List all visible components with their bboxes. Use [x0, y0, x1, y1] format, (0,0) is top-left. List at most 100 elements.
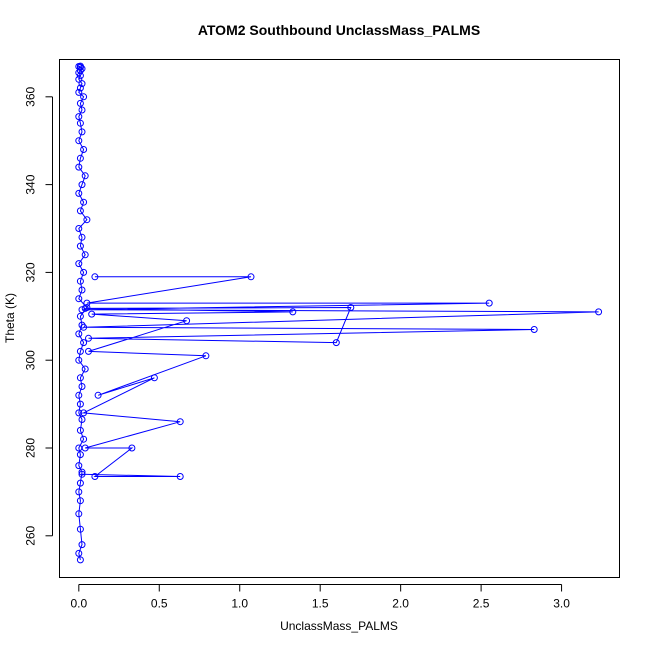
- data-point: [75, 356, 83, 364]
- data-point: [75, 75, 83, 83]
- x-tick-label: 2.5: [473, 597, 490, 611]
- data-point: [76, 497, 84, 505]
- data-point: [76, 242, 84, 250]
- data-point: [76, 207, 84, 215]
- x-tick-label: 1.0: [231, 597, 248, 611]
- data-point: [85, 334, 92, 342]
- data-point: [76, 277, 84, 285]
- data-point: [78, 233, 86, 241]
- data-point: [78, 181, 86, 189]
- data-point: [150, 374, 158, 382]
- data-point: [76, 479, 84, 487]
- chart-title: ATOM2 Southbound UnclassMass_PALMS: [198, 22, 480, 38]
- data-point: [485, 299, 493, 307]
- data-point: [75, 88, 83, 96]
- data-point: [75, 189, 83, 197]
- data-point: [247, 273, 255, 281]
- data-point: [80, 268, 88, 276]
- data-point: [183, 317, 191, 325]
- data-point: [78, 416, 86, 423]
- x-tick-label: 1.5: [312, 597, 329, 611]
- data-point: [78, 321, 86, 329]
- data-point: [75, 225, 83, 232]
- data-point: [80, 198, 88, 206]
- y-tick-label: 340: [24, 174, 38, 194]
- data-point: [75, 510, 83, 518]
- y-axis-label: Theta (K): [3, 293, 17, 343]
- data-point: [80, 146, 88, 153]
- data-point: [81, 304, 89, 312]
- data-point: [80, 93, 88, 101]
- data-point: [202, 352, 210, 360]
- data-point: [76, 347, 84, 355]
- x-tick-label: 3.0: [553, 597, 570, 611]
- data-point: [75, 260, 83, 268]
- series-line: [81, 276, 599, 477]
- data-point: [88, 310, 96, 318]
- data-point: [75, 330, 83, 338]
- data-point: [75, 462, 83, 470]
- data-point: [81, 444, 89, 452]
- data-point: [83, 216, 91, 224]
- data-point: [91, 473, 99, 480]
- data-point: [75, 137, 83, 145]
- data-point: [75, 163, 83, 171]
- data-point: [80, 435, 88, 443]
- data-point: [85, 347, 92, 355]
- data-point: [76, 426, 84, 434]
- data-point: [76, 312, 84, 320]
- series-layer: [75, 62, 603, 564]
- data-point: [75, 409, 83, 417]
- data-point: [76, 119, 84, 127]
- data-point: [76, 67, 84, 74]
- data-point: [81, 172, 89, 180]
- data-point: [75, 549, 83, 557]
- data-point: [347, 304, 355, 311]
- data-point: [91, 273, 99, 281]
- y-tick-label: 280: [24, 438, 38, 458]
- data-point: [128, 444, 136, 452]
- data-point: [595, 308, 603, 316]
- data-point: [76, 374, 84, 382]
- data-point: [80, 339, 88, 347]
- data-point: [78, 541, 86, 549]
- y-tick-label: 320: [24, 262, 38, 282]
- data-point: [75, 488, 83, 496]
- y-axis: 260 280 300 320 340 360: [24, 86, 53, 546]
- data-point: [78, 470, 86, 478]
- y-tick-label: 360: [24, 86, 38, 106]
- data-point: [94, 391, 102, 399]
- data-point: [75, 295, 83, 303]
- data-point: [78, 106, 86, 114]
- data-point: [81, 251, 89, 259]
- data-point: [530, 326, 538, 333]
- y-tick-label: 300: [24, 350, 38, 370]
- plot-area-frame: [59, 59, 620, 578]
- data-point: [76, 99, 84, 107]
- data-point: [76, 62, 84, 70]
- x-axis: 0.0 0.5 1.0 1.5 2.0 2.5 3.0: [70, 584, 570, 611]
- data-point: [76, 525, 84, 533]
- data-point: [76, 400, 84, 408]
- x-tick-label: 0.0: [70, 597, 87, 611]
- data-point: [76, 451, 84, 459]
- x-axis-label: UnclassMass_PALMS: [280, 619, 398, 633]
- data-point: [76, 154, 84, 162]
- data-point: [76, 84, 84, 92]
- y-tick-label: 260: [24, 525, 38, 545]
- x-tick-label: 2.0: [392, 597, 409, 611]
- x-tick-label: 0.5: [151, 597, 168, 611]
- data-point: [332, 339, 340, 347]
- data-point: [78, 286, 86, 294]
- data-point: [81, 365, 89, 373]
- data-point: [75, 391, 83, 399]
- data-point: [78, 468, 86, 476]
- data-point: [75, 113, 83, 121]
- data-point: [78, 383, 86, 390]
- data-point: [176, 418, 184, 426]
- data-point: [176, 473, 184, 480]
- data-point: [78, 128, 86, 136]
- data-point: [76, 556, 84, 564]
- data-point: [289, 308, 297, 316]
- data-point: [80, 323, 88, 331]
